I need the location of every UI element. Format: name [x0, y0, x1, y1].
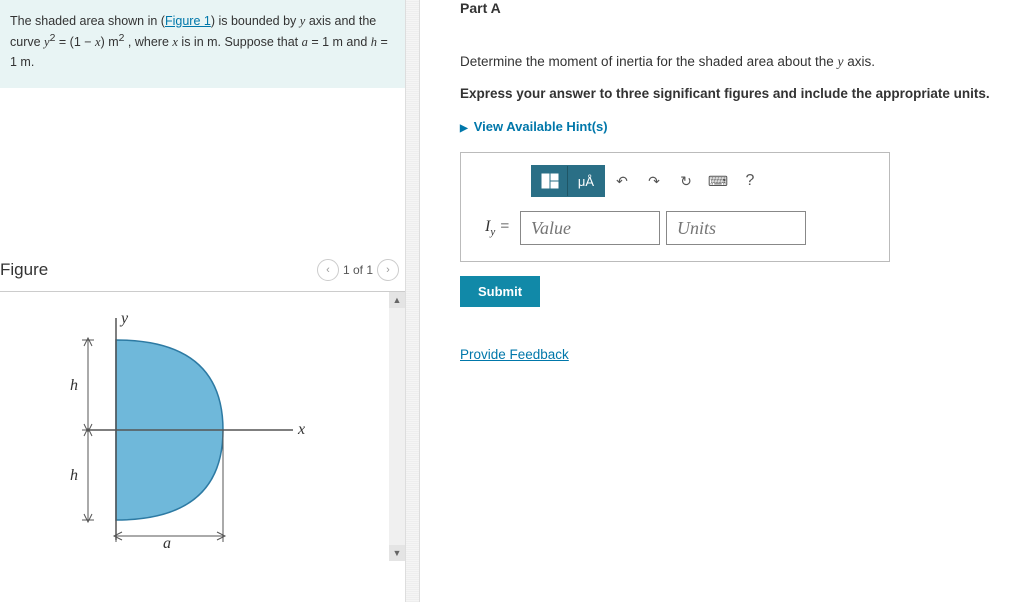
figure-scrollbar[interactable]: ▲ ▼ — [389, 292, 405, 561]
redo-button[interactable]: ↷ — [639, 166, 669, 196]
svg-text:a: a — [163, 535, 171, 550]
undo-button[interactable]: ↶ — [607, 166, 637, 196]
answer-variable: Iy = — [485, 218, 510, 238]
special-chars-button[interactable]: μÅ — [568, 166, 604, 196]
view-hints-toggle[interactable]: View Available Hint(s) — [460, 119, 1024, 134]
submit-button[interactable]: Submit — [460, 276, 540, 307]
figure-area: y x h h — [0, 291, 405, 561]
scroll-up-icon[interactable]: ▲ — [389, 292, 405, 308]
help-button[interactable]: ? — [735, 166, 765, 196]
units-input[interactable] — [666, 211, 806, 245]
problem-text: The shaded area shown in ( — [10, 14, 165, 28]
pager-next-button[interactable]: › — [377, 259, 399, 281]
part-title: Part A — [460, 0, 1024, 16]
svg-text:h: h — [70, 467, 78, 484]
figure-heading: Figure — [0, 260, 48, 280]
answer-box: μÅ ↶ ↷ ↻ ⌨ ? Iy = — [460, 152, 890, 262]
scroll-down-icon[interactable]: ▼ — [389, 545, 405, 561]
instruction-text: Express your answer to three significant… — [460, 86, 1024, 101]
template-button[interactable] — [532, 166, 568, 196]
pager-count: 1 of 1 — [343, 263, 373, 277]
figure-link[interactable]: Figure 1 — [165, 14, 211, 28]
value-input[interactable] — [520, 211, 660, 245]
question-text: Determine the moment of inertia for the … — [460, 52, 1024, 72]
provide-feedback-link[interactable]: Provide Feedback — [460, 347, 569, 362]
svg-text:y: y — [119, 310, 129, 327]
reset-button[interactable]: ↻ — [671, 166, 701, 196]
figure-pager: ‹ 1 of 1 › — [317, 259, 399, 281]
svg-text:x: x — [297, 421, 305, 438]
problem-statement: The shaded area shown in (Figure 1) is b… — [0, 0, 405, 88]
svg-text:h: h — [70, 377, 78, 394]
pager-prev-button[interactable]: ‹ — [317, 259, 339, 281]
equation-toolbar: μÅ ↶ ↷ ↻ ⌨ ? — [531, 165, 875, 197]
keyboard-button[interactable]: ⌨ — [703, 166, 733, 196]
figure-diagram: y x h h — [8, 300, 328, 550]
template-icon — [540, 172, 560, 190]
